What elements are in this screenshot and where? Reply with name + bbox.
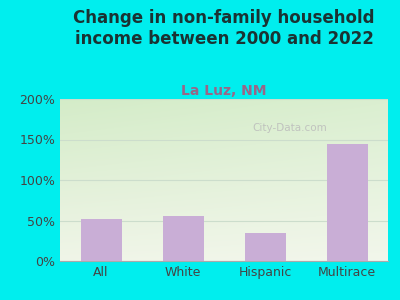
Bar: [326, 144, 368, 261]
Text: Change in non-family household
income between 2000 and 2022: Change in non-family household income be…: [73, 9, 375, 48]
Text: La Luz, NM: La Luz, NM: [181, 84, 267, 98]
Bar: [244, 233, 286, 261]
Bar: [162, 216, 204, 261]
Bar: [80, 219, 122, 261]
Text: City-Data.com: City-Data.com: [252, 123, 327, 133]
